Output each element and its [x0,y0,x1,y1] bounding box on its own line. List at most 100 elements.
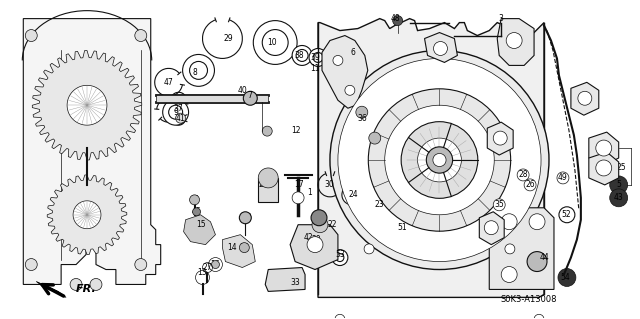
Circle shape [211,261,220,269]
Circle shape [356,106,368,118]
Circle shape [368,89,511,231]
Circle shape [393,16,403,26]
Circle shape [417,138,461,182]
Text: 19: 19 [239,243,249,252]
Circle shape [433,41,447,56]
Text: 54: 54 [560,273,570,282]
Circle shape [610,176,628,194]
Text: 40: 40 [237,86,247,95]
Text: 37: 37 [173,104,184,113]
Polygon shape [497,19,534,65]
Circle shape [534,314,544,319]
Circle shape [527,252,547,271]
Circle shape [524,179,536,191]
Text: 20: 20 [311,235,321,244]
Polygon shape [424,33,458,63]
Circle shape [558,269,576,286]
Circle shape [435,215,444,225]
Text: 18: 18 [243,213,252,222]
Circle shape [330,50,549,270]
Circle shape [253,21,297,64]
Circle shape [80,208,94,222]
Text: FR.: FR. [76,285,97,294]
Circle shape [135,259,147,271]
Circle shape [313,52,323,63]
Polygon shape [259,178,278,202]
Polygon shape [489,208,554,289]
Circle shape [385,105,494,215]
Polygon shape [322,35,368,108]
Text: 39: 39 [310,53,320,62]
Text: 35: 35 [494,200,504,209]
Circle shape [596,140,612,156]
Circle shape [70,278,82,290]
Polygon shape [156,95,268,102]
Text: 31: 31 [588,144,598,152]
Circle shape [243,91,257,105]
Text: 15: 15 [196,220,205,229]
Polygon shape [73,201,101,229]
Circle shape [493,199,505,211]
Circle shape [292,192,304,204]
Circle shape [501,214,517,230]
Text: 27: 27 [203,263,212,272]
Text: 24: 24 [348,190,358,199]
Text: 36: 36 [357,114,367,123]
Circle shape [26,259,37,271]
Circle shape [296,226,320,249]
Polygon shape [184,215,216,245]
Polygon shape [318,19,544,297]
Polygon shape [36,281,66,297]
Circle shape [342,185,362,205]
Text: 26: 26 [525,180,535,189]
Circle shape [578,91,592,105]
Circle shape [309,48,327,66]
Circle shape [189,62,207,79]
Text: 11: 11 [310,64,320,73]
Text: 10: 10 [268,38,277,47]
Text: 47: 47 [164,78,173,87]
Circle shape [517,169,529,181]
Circle shape [262,30,288,56]
Text: 16: 16 [211,260,220,269]
Text: 49: 49 [558,174,568,182]
Circle shape [135,30,147,41]
Circle shape [484,221,498,235]
Circle shape [311,210,327,226]
Circle shape [557,172,569,184]
Text: 1: 1 [308,188,312,197]
Polygon shape [589,152,619,185]
Text: 41: 41 [176,114,186,123]
Circle shape [182,55,214,86]
Circle shape [433,153,446,167]
Text: 38: 38 [294,51,304,60]
Circle shape [336,254,344,262]
Text: 5: 5 [616,180,621,189]
Circle shape [346,189,358,201]
Circle shape [493,131,507,145]
Circle shape [307,237,323,253]
Text: 46: 46 [189,195,200,204]
Text: 4: 4 [572,91,577,100]
Polygon shape [571,82,599,115]
Circle shape [364,244,374,254]
Polygon shape [290,225,338,270]
Circle shape [296,49,308,62]
Circle shape [501,267,517,282]
Text: 3: 3 [499,14,504,23]
Polygon shape [487,122,513,155]
Text: 48: 48 [391,14,401,23]
Text: 2: 2 [429,43,434,52]
Circle shape [262,126,272,136]
Text: 45: 45 [191,207,202,216]
Polygon shape [47,175,127,255]
Circle shape [259,168,278,188]
Text: 6: 6 [351,48,355,57]
Circle shape [529,214,545,230]
Circle shape [505,244,515,254]
Circle shape [506,33,522,48]
Circle shape [426,147,452,173]
Text: 28: 28 [518,170,528,179]
Circle shape [559,207,575,223]
Circle shape [26,30,37,41]
